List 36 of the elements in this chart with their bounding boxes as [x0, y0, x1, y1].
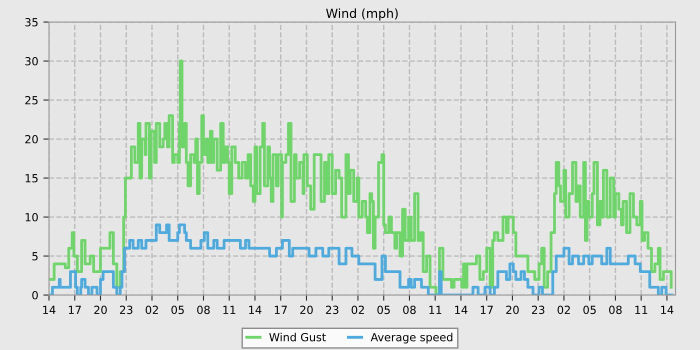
x-tick-label: 14 [455, 306, 468, 314]
y-tick-label: 20 [25, 135, 38, 144]
chart-title: Wind (mph) [326, 8, 398, 20]
x-tick-label: 14 [249, 306, 262, 314]
x-tick-label: 05 [583, 306, 596, 314]
x-tick-label: 20 [300, 306, 313, 314]
x-tick-label: 17 [274, 306, 287, 314]
x-tick-label: 02 [558, 306, 570, 314]
x-tick-label: 11 [429, 306, 442, 314]
x-tick-label: 08 [197, 306, 210, 314]
x-tick-label: 17 [68, 306, 81, 314]
x-tick-label: 11 [635, 306, 648, 314]
x-tick-label: 23 [326, 306, 338, 314]
x-tick-label: 02 [146, 306, 158, 314]
y-tick-label: 25 [25, 96, 38, 104]
x-tick-label: 05 [171, 306, 184, 314]
x-tick-label: 02 [352, 306, 364, 314]
x-tick-label: 11 [223, 306, 236, 314]
x-tick-label: 17 [480, 306, 493, 314]
x-tick-label: 23 [120, 306, 132, 314]
x-tick-label: 08 [609, 306, 622, 314]
x-tick-label: 20 [506, 306, 519, 314]
x-tick-label: 14 [43, 306, 56, 314]
legend-label: Wind Gust [269, 332, 326, 342]
y-tick-label: 0 [32, 291, 38, 300]
x-tick-label: 23 [532, 306, 544, 314]
legend-label: Average speed [370, 332, 452, 344]
y-tick-label: 5 [32, 252, 38, 260]
y-tick-label: 15 [26, 174, 38, 182]
y-tick-label: 10 [26, 213, 38, 222]
x-tick-label: 14 [661, 306, 674, 314]
y-tick-label: 35 [25, 18, 38, 26]
x-tick-label: 05 [377, 306, 390, 314]
y-tick-label: 30 [25, 57, 38, 66]
x-tick-label: 20 [94, 306, 107, 314]
x-tick-label: 08 [403, 306, 416, 314]
